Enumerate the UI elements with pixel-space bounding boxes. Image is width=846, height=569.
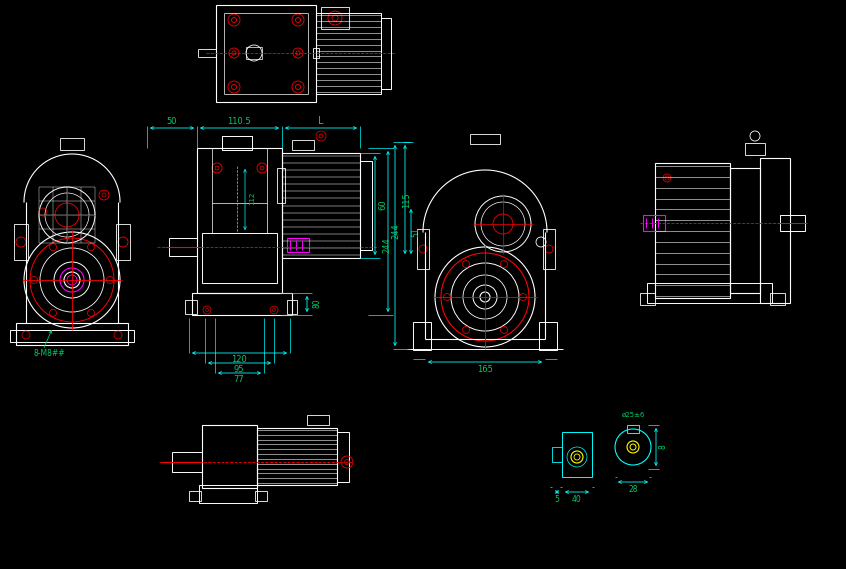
Bar (16, 323, 128, 345)
Bar (60, 138, 84, 150)
Bar (655, 163, 730, 298)
Text: 50: 50 (167, 117, 178, 126)
Bar (640, 293, 655, 305)
Bar (321, 7, 349, 29)
Bar (470, 134, 500, 144)
Bar (562, 432, 592, 477)
Bar (169, 238, 197, 256)
Text: 51: 51 (411, 227, 420, 237)
Bar (116, 224, 130, 260)
Bar (552, 447, 562, 462)
Text: 40: 40 (572, 494, 582, 504)
Text: 8-M8##: 8-M8## (33, 348, 64, 357)
Bar (381, 18, 391, 89)
Text: L: L (318, 116, 324, 126)
Bar (780, 215, 805, 231)
Text: 5: 5 (555, 494, 559, 504)
Bar (287, 300, 297, 314)
Bar (216, 5, 316, 102)
Bar (185, 300, 197, 314)
Bar (222, 136, 252, 150)
Bar (413, 322, 431, 350)
Bar (255, 491, 267, 501)
Bar (197, 148, 282, 293)
Bar (316, 13, 381, 94)
Text: 120: 120 (231, 356, 247, 365)
Bar (417, 229, 429, 269)
Text: 77: 77 (233, 376, 244, 385)
Bar (202, 233, 277, 283)
Bar (199, 485, 257, 503)
Bar (745, 143, 765, 155)
Bar (337, 432, 349, 482)
Bar (287, 238, 309, 252)
Bar (246, 47, 262, 59)
Text: ø25±6: ø25±6 (621, 412, 645, 418)
Text: 60: 60 (378, 200, 387, 211)
Bar (643, 215, 665, 231)
Bar (730, 168, 760, 293)
Text: 112: 112 (249, 191, 255, 205)
Bar (307, 415, 329, 425)
Bar (257, 428, 337, 485)
Text: 28: 28 (629, 484, 638, 493)
Bar (292, 140, 314, 150)
Bar (313, 48, 319, 58)
Text: 115: 115 (403, 192, 411, 208)
Bar (172, 452, 202, 472)
Bar (627, 425, 639, 433)
Bar (282, 153, 360, 258)
Bar (277, 168, 285, 203)
Text: 165: 165 (477, 365, 493, 373)
Text: 8: 8 (658, 444, 667, 450)
Text: 80: 80 (312, 298, 321, 308)
Bar (543, 229, 555, 269)
Text: 244: 244 (382, 237, 392, 253)
Bar (10, 330, 134, 342)
Bar (189, 491, 201, 501)
Bar (202, 425, 257, 488)
Bar (192, 293, 292, 315)
Bar (760, 158, 790, 303)
Bar (647, 283, 772, 303)
Text: 110.5: 110.5 (228, 117, 250, 126)
Bar (770, 293, 785, 305)
Text: 95: 95 (233, 365, 244, 374)
Bar (360, 161, 372, 250)
Bar (539, 322, 557, 350)
Text: 244: 244 (392, 223, 400, 239)
Bar (14, 224, 28, 260)
